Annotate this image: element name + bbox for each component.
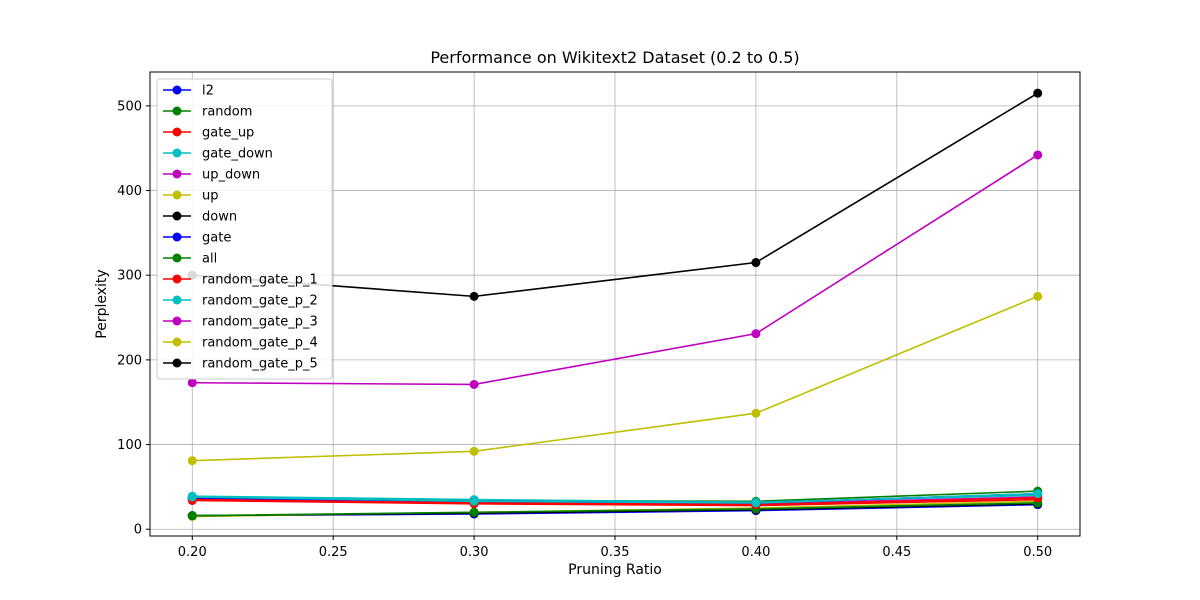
data-point-all bbox=[469, 507, 479, 517]
legend-marker bbox=[172, 169, 182, 179]
legend-item-all: all bbox=[163, 252, 217, 267]
series-line-random_gate_p_3 bbox=[192, 154, 1039, 386]
chart-title: Performance on Wikitext2 Dataset (0.2 to… bbox=[430, 48, 799, 67]
legend-item-down: down bbox=[163, 210, 237, 225]
series-line-random_gate_p_5 bbox=[192, 92, 1039, 298]
legend-marker bbox=[172, 127, 182, 137]
y-tick-label: 200 bbox=[117, 353, 142, 368]
series-line-gate_up bbox=[192, 498, 1038, 507]
legend-marker bbox=[172, 211, 182, 221]
data-point-random_gate_p_5 bbox=[469, 291, 479, 301]
data-point-random_gate_p_3 bbox=[751, 329, 761, 339]
legend-item-random_gate_p_3: random_gate_p_3 bbox=[163, 315, 318, 330]
y-axis-label: Perplexity bbox=[94, 269, 110, 338]
legend-item-gate_up: gate_up bbox=[163, 126, 254, 141]
x-tick-label: 0.25 bbox=[319, 545, 348, 560]
x-axis-label: Pruning Ratio bbox=[568, 562, 662, 578]
legend-box bbox=[156, 78, 333, 380]
y-tick-label: 500 bbox=[117, 99, 142, 114]
legend-item-gate_down: gate_down bbox=[163, 147, 273, 162]
legend-item-random_gate_p_5: random_gate_p_5 bbox=[163, 357, 318, 372]
data-point-random_gate_p_4 bbox=[469, 446, 479, 456]
legend-marker bbox=[172, 253, 182, 263]
data-point-random_gate_p_5 bbox=[751, 258, 761, 268]
series-line-random_gate_p_4 bbox=[192, 295, 1039, 462]
legend-label: random_gate_p_2 bbox=[202, 294, 318, 309]
series-line-up_down bbox=[192, 496, 1038, 505]
legend-marker bbox=[172, 190, 182, 200]
legend-marker bbox=[172, 106, 182, 116]
legend-label: gate_up bbox=[202, 126, 254, 141]
legend-label: up bbox=[202, 189, 219, 204]
data-point-random_gate_p_2 bbox=[187, 492, 197, 502]
legend-marker bbox=[172, 148, 182, 158]
data-point-random_gate_p_5 bbox=[1033, 88, 1043, 98]
series-line-all bbox=[192, 502, 1038, 517]
legend-item-random_gate_p_4: random_gate_p_4 bbox=[163, 336, 318, 351]
data-point-random_gate_p_2 bbox=[469, 496, 479, 506]
legend-item-random_gate_p_2: random_gate_p_2 bbox=[163, 294, 318, 309]
legend-item-gate: gate bbox=[163, 231, 231, 246]
data-point-random_gate_p_3 bbox=[1033, 150, 1043, 160]
y-tick-label: 300 bbox=[117, 269, 142, 284]
series-random_gate_p_4 bbox=[187, 291, 1043, 466]
legend-item-random_gate_p_1: random_gate_p_1 bbox=[163, 273, 318, 288]
y-tick-label: 100 bbox=[117, 438, 142, 453]
legend-marker bbox=[172, 337, 182, 347]
legend-marker bbox=[172, 358, 182, 368]
x-tick-label: 0.30 bbox=[460, 545, 489, 560]
legend-marker bbox=[172, 85, 182, 95]
data-point-random_gate_p_4 bbox=[751, 408, 761, 418]
legend-label: gate_down bbox=[202, 147, 273, 162]
x-tick-label: 0.20 bbox=[178, 545, 207, 560]
data-point-all bbox=[187, 511, 197, 521]
x-tick-label: 0.50 bbox=[1023, 545, 1052, 560]
x-tick-label: 0.35 bbox=[601, 545, 630, 560]
legend-label: up_down bbox=[202, 168, 260, 183]
data-point-random_gate_p_4 bbox=[1033, 291, 1043, 301]
y-tick-label: 0 bbox=[134, 523, 142, 538]
legend-label: gate bbox=[202, 231, 231, 246]
data-point-random_gate_p_2 bbox=[1033, 489, 1043, 499]
series-random_gate_p_3 bbox=[187, 150, 1043, 389]
data-point-random_gate_p_3 bbox=[187, 378, 197, 388]
series-random_gate_p_2 bbox=[187, 489, 1043, 508]
x-tick-label: 0.40 bbox=[741, 545, 770, 560]
legend-label: random_gate_p_4 bbox=[202, 336, 318, 351]
legend-label: random_gate_p_1 bbox=[202, 273, 318, 288]
legend-label: random_gate_p_3 bbox=[202, 315, 318, 330]
data-point-random_gate_p_2 bbox=[751, 498, 761, 508]
series-all bbox=[187, 498, 1043, 521]
legend-label: down bbox=[202, 210, 237, 225]
legend-label: all bbox=[202, 252, 217, 267]
legend-label: random_gate_p_5 bbox=[202, 357, 318, 372]
data-point-random_gate_p_3 bbox=[469, 379, 479, 389]
legend-item-l2: l2 bbox=[163, 84, 214, 99]
series-line-random_gate_p_2 bbox=[192, 492, 1038, 504]
legend-label: random bbox=[202, 105, 252, 120]
axes: 0.20 0.25 0.30 0.35 0.40 0.45 0.50 0 100 200 300 40… bbox=[117, 99, 1052, 560]
x-tick-label: 0.45 bbox=[882, 545, 911, 560]
legend-item-up_down: up_down bbox=[163, 168, 260, 183]
legend-item-up: up bbox=[163, 189, 219, 204]
legend-item-random: random bbox=[163, 105, 252, 120]
series-group bbox=[187, 88, 1043, 522]
legend-marker bbox=[172, 232, 182, 242]
legend-label: l2 bbox=[202, 84, 214, 99]
y-tick-label: 400 bbox=[117, 184, 142, 199]
data-point-random_gate_p_4 bbox=[187, 456, 197, 466]
legend-marker bbox=[172, 295, 182, 305]
legend-marker bbox=[172, 274, 182, 284]
series-line-random_gate_p_1 bbox=[192, 497, 1038, 506]
legend-marker bbox=[172, 316, 182, 326]
